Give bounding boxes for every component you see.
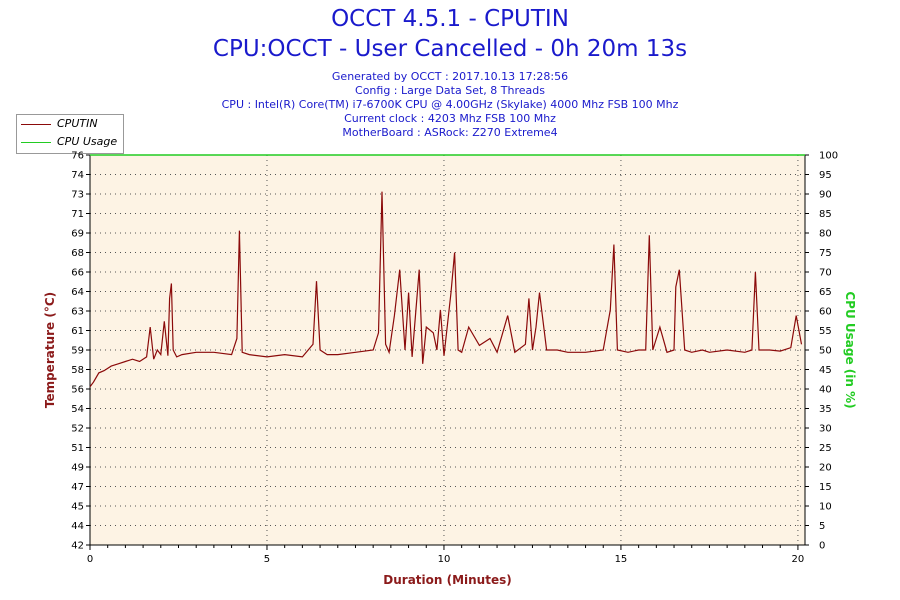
y-tick-label: 42 bbox=[71, 541, 84, 552]
x-tick-label: 5 bbox=[264, 554, 270, 565]
legend-label-cpu-usage: CPU Usage bbox=[57, 135, 118, 148]
legend-label-cputin: CPUTIN bbox=[57, 117, 98, 130]
y-axis-title: Temperature (°C) bbox=[43, 292, 57, 408]
chart-title-line1: OCCT 4.5.1 - CPUTIN bbox=[331, 6, 569, 32]
y2-tick-label: 85 bbox=[819, 209, 832, 220]
x-tick-label: 15 bbox=[615, 554, 628, 565]
y2-tick-label: 40 bbox=[819, 385, 832, 396]
y2-tick-label: 30 bbox=[819, 424, 832, 435]
info-clock: Current clock : 4203 Mhz FSB 100 Mhz bbox=[344, 112, 556, 125]
x-tick-label: 10 bbox=[438, 554, 451, 565]
y-tick-label: 74 bbox=[71, 170, 84, 181]
series-line-cputin bbox=[89, 191, 803, 388]
x-tick-label: 20 bbox=[792, 554, 805, 565]
y-tick-label: 64 bbox=[71, 287, 84, 298]
legend: CPUTIN CPU Usage bbox=[16, 114, 124, 154]
info-config: Config : Large Data Set, 8 Threads bbox=[355, 84, 545, 97]
y2-tick-label: 60 bbox=[819, 307, 832, 318]
y2-tick-label: 70 bbox=[819, 268, 832, 279]
info-cpu: CPU : Intel(R) Core(TM) i7-6700K CPU @ 4… bbox=[221, 98, 679, 111]
chart-title-line2: CPU:OCCT - User Cancelled - 0h 20m 13s bbox=[212, 36, 688, 62]
y2-tick-label: 20 bbox=[819, 463, 832, 474]
y2-tick-label: 45 bbox=[819, 365, 832, 376]
legend-swatch-cputin bbox=[21, 124, 51, 125]
y-tick-label: 69 bbox=[71, 229, 84, 240]
y-tick-label: 63 bbox=[71, 307, 84, 318]
plot-area bbox=[90, 155, 805, 545]
y-tick-label: 54 bbox=[71, 404, 84, 415]
info-motherboard: MotherBoard : ASRock: Z270 Extreme4 bbox=[342, 126, 558, 139]
legend-item-cpu-usage: CPU Usage bbox=[17, 134, 123, 150]
y-tick-label: 51 bbox=[71, 443, 84, 454]
y2-tick-label: 25 bbox=[819, 443, 832, 454]
y2-tick-label: 0 bbox=[819, 541, 825, 552]
y-tick-label: 49 bbox=[71, 463, 84, 474]
y2-tick-label: 15 bbox=[819, 482, 832, 493]
info-generated: Generated by OCCT : 2017.10.13 17:28:56 bbox=[331, 70, 569, 83]
y2-tick-label: 5 bbox=[819, 521, 825, 532]
legend-item-cputin: CPUTIN bbox=[17, 116, 123, 132]
y2-tick-label: 50 bbox=[819, 346, 832, 357]
y2-tick-label: 90 bbox=[819, 190, 832, 201]
y-tick-label: 58 bbox=[71, 365, 84, 376]
x-tick-label: 0 bbox=[87, 554, 93, 565]
y2-tick-label: 100 bbox=[819, 151, 838, 162]
y-tick-label: 59 bbox=[71, 346, 84, 357]
y-tick-label: 76 bbox=[71, 151, 84, 162]
y-tick-label: 71 bbox=[71, 209, 84, 220]
y2-tick-label: 80 bbox=[819, 229, 832, 240]
y2-tick-label: 10 bbox=[819, 502, 832, 513]
y2-axis-title: CPU Usage (in %) bbox=[843, 291, 857, 408]
y-tick-label: 47 bbox=[71, 482, 84, 493]
y2-tick-label: 75 bbox=[819, 248, 832, 259]
y-tick-label: 73 bbox=[71, 190, 84, 201]
y-tick-label: 44 bbox=[71, 521, 84, 532]
y2-tick-label: 35 bbox=[819, 404, 832, 415]
y2-tick-label: 95 bbox=[819, 170, 832, 181]
y-tick-label: 61 bbox=[71, 326, 84, 337]
y-tick-label: 66 bbox=[71, 268, 84, 279]
legend-swatch-cpu-usage bbox=[21, 142, 51, 143]
y-tick-label: 68 bbox=[71, 248, 84, 259]
y-tick-label: 52 bbox=[71, 424, 84, 435]
y2-tick-label: 65 bbox=[819, 287, 832, 298]
y2-tick-label: 55 bbox=[819, 326, 832, 337]
x-axis-title: Duration (Minutes) bbox=[383, 573, 511, 587]
y-tick-label: 45 bbox=[71, 502, 84, 513]
y-tick-label: 56 bbox=[71, 385, 84, 396]
